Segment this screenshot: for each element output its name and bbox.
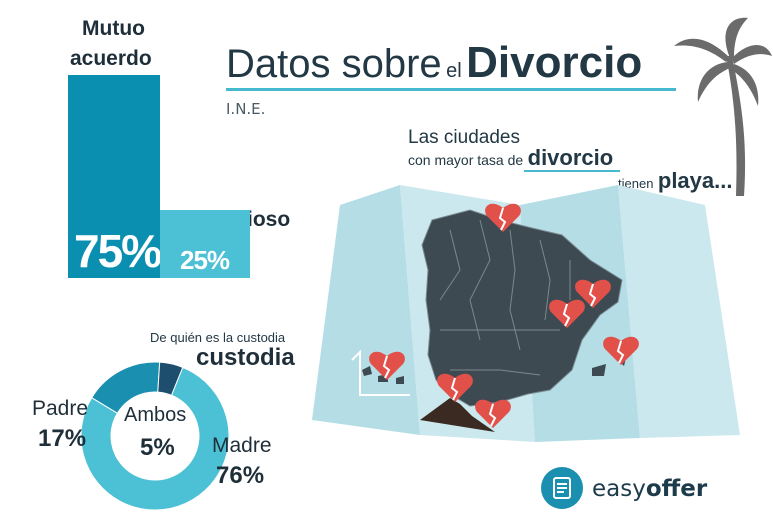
brand-name-light: easy bbox=[592, 476, 646, 502]
easyoffer-logo-icon bbox=[541, 467, 583, 509]
source-label: I.N.E. bbox=[226, 100, 266, 118]
beach-line2b: divorcio bbox=[527, 145, 614, 170]
mutuo-value: 75% bbox=[74, 225, 162, 277]
padre-value: 17% bbox=[38, 425, 87, 452]
custody-heading: custodia bbox=[196, 344, 295, 371]
brand-name-bold: offer bbox=[645, 476, 708, 502]
heart-icon-sevilla bbox=[437, 373, 473, 402]
beach-underline bbox=[524, 170, 620, 172]
palm-tree-icon bbox=[674, 17, 772, 196]
title-part2: el bbox=[446, 60, 462, 82]
madre-label: Madre bbox=[212, 434, 272, 457]
ambos-value: 5% bbox=[140, 434, 175, 461]
spain-regions bbox=[439, 219, 571, 376]
title-part1: Datos sobre bbox=[226, 42, 442, 86]
contencioso-value: 25% bbox=[180, 245, 230, 275]
heart-icon-malaga bbox=[475, 399, 511, 428]
beach-line2a: con mayor tasa de bbox=[408, 152, 524, 168]
heart-icon-baleares bbox=[603, 336, 639, 365]
ambos-label: Ambos bbox=[124, 404, 187, 426]
canary-box bbox=[351, 349, 410, 396]
page-title: Datos sobre el Divorcio bbox=[226, 38, 642, 88]
beach-line2: con mayor tasa de divorcio bbox=[408, 145, 613, 171]
heart-icon-north bbox=[485, 203, 521, 232]
mutuo-label-line1: Mutuo bbox=[82, 17, 145, 40]
beach-line3b: playa... bbox=[657, 168, 733, 193]
title-part3: Divorcio bbox=[466, 38, 643, 87]
spain-mainland bbox=[421, 209, 623, 407]
contencioso-bar bbox=[160, 210, 250, 278]
volcano bbox=[420, 398, 495, 432]
heart-icon-canarias bbox=[369, 351, 405, 380]
heart-icon-barcelona bbox=[575, 279, 611, 308]
donut-slice-madre bbox=[80, 366, 230, 511]
heart-icon-valencia bbox=[549, 299, 585, 328]
donut-slice-ambos bbox=[157, 361, 184, 396]
title-underline bbox=[226, 88, 676, 91]
mutuo-label: Mutuo acuerdo bbox=[70, 14, 152, 74]
balearic-islands bbox=[592, 358, 626, 376]
padre-label: Padre bbox=[32, 397, 89, 420]
brand-name: easyoffer bbox=[592, 476, 707, 502]
mutuo-bar bbox=[68, 74, 160, 278]
madre-value: 76% bbox=[216, 462, 265, 489]
mutuo-label-line2: acuerdo bbox=[70, 47, 152, 70]
beach-line1: Las ciudades bbox=[408, 127, 520, 148]
custody-donut bbox=[80, 361, 230, 511]
custody-question: De quién es la custodia bbox=[150, 330, 286, 345]
map-panel-4 bbox=[618, 185, 740, 438]
spain-map bbox=[312, 185, 740, 442]
